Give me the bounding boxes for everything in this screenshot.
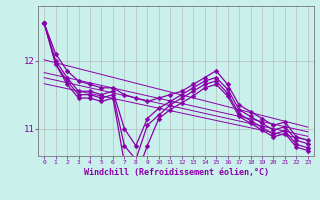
X-axis label: Windchill (Refroidissement éolien,°C): Windchill (Refroidissement éolien,°C) xyxy=(84,168,268,177)
